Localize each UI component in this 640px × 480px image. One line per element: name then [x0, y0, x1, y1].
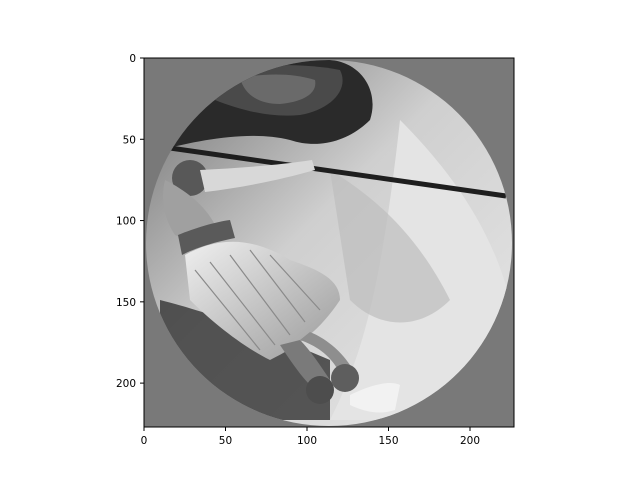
x-axis: 0 50 100 150 200	[141, 427, 480, 447]
y-axis: 0 50 100 150 200	[116, 53, 144, 390]
y-tick-label: 100	[116, 216, 136, 228]
axes-frame	[143, 57, 515, 428]
x-tick-label: 200	[460, 435, 480, 447]
x-tick-label: 0	[141, 435, 148, 447]
y-tick-label: 150	[116, 297, 136, 309]
y-tick-label: 200	[116, 378, 136, 390]
y-tick-label: 0	[129, 53, 136, 65]
x-tick-label: 50	[219, 435, 232, 447]
x-tick-label: 100	[297, 435, 317, 447]
y-tick-label: 50	[123, 134, 136, 146]
x-tick-label: 150	[378, 435, 398, 447]
